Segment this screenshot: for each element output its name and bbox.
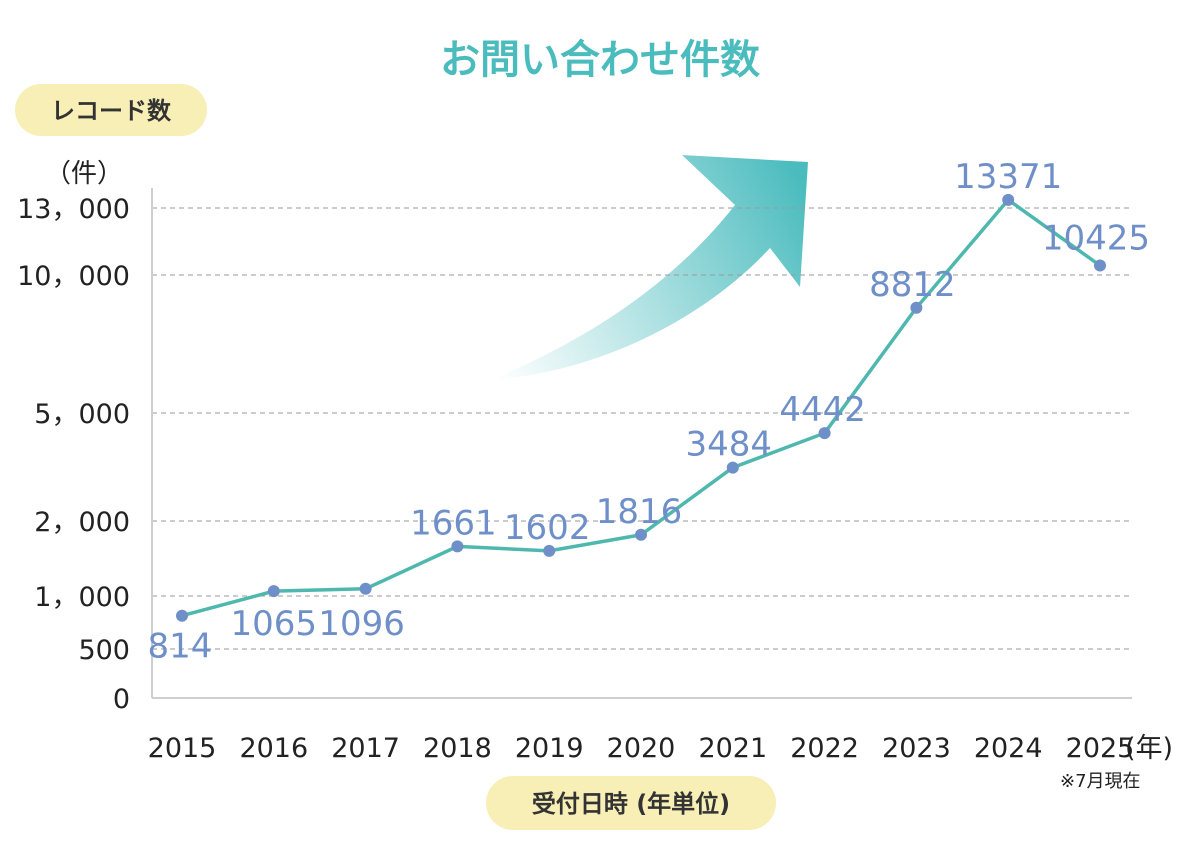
- data-label-2016: 1065: [231, 604, 318, 644]
- x-tick-label: 2019: [515, 733, 584, 764]
- data-point-2015: [176, 609, 188, 622]
- data-label-2023: 8812: [869, 265, 956, 305]
- data-point-2022: [818, 427, 831, 440]
- y-tick-label: 500: [78, 635, 130, 666]
- data-label-2025: 10425: [1042, 219, 1150, 259]
- y-tick-label: 2，000: [34, 507, 130, 538]
- x-tick-label: 2022: [790, 733, 859, 764]
- data-label-2018: 1661: [410, 503, 497, 543]
- x-tick-label: 2023: [882, 733, 951, 764]
- x-axis-label: 受付日時 (年単位): [532, 790, 730, 818]
- x-axis-pill: [486, 776, 776, 830]
- x-tick-label: 2025: [1066, 733, 1135, 764]
- data-point-2021: [726, 461, 739, 474]
- data-label-2024: 13371: [954, 157, 1062, 197]
- x-tick-label: 2024: [974, 733, 1043, 764]
- data-point-2020: [635, 528, 647, 541]
- x-tick-label: 2017: [331, 733, 400, 764]
- x-tick-label: 2015: [148, 733, 217, 764]
- trend-arrow-icon: [490, 155, 808, 380]
- x-tick-label: 2021: [698, 733, 767, 764]
- y-tick-label: 10，000: [17, 261, 130, 292]
- series-line: [181, 197, 1102, 618]
- y-axis-pill: [15, 84, 207, 136]
- chart-title: お問い合わせ件数: [440, 37, 760, 83]
- data-label-2017: 1096: [318, 604, 405, 644]
- x-axis-unit: (年): [1125, 733, 1173, 764]
- data-point-2016: [267, 585, 280, 598]
- x-tick-label: 2016: [239, 733, 308, 764]
- footnote: ※7月現在: [1060, 771, 1141, 792]
- y-tick-label: 13，000: [17, 194, 130, 225]
- data-label-2022: 4442: [779, 390, 866, 430]
- x-tick-label: 2018: [423, 733, 492, 764]
- data-point-2023: [910, 301, 923, 314]
- y-axis-unit: （件）: [45, 159, 123, 189]
- data-label-2015: 814: [148, 627, 213, 667]
- y-tick-label: 5，000: [34, 399, 130, 430]
- data-label-2020: 1816: [596, 492, 683, 532]
- y-axis-label: レコード数: [51, 97, 172, 125]
- x-tick-label: 2020: [607, 733, 676, 764]
- y-tick-label: 1，000: [34, 582, 130, 613]
- data-label-2019: 1602: [504, 508, 591, 548]
- data-point-2019: [543, 544, 556, 557]
- y-tick-label: 0: [113, 684, 130, 715]
- data-point-2025: [1094, 259, 1106, 272]
- data-point-2018: [451, 540, 464, 553]
- data-point-2024: [1002, 193, 1015, 206]
- data-label-2021: 3484: [686, 425, 773, 465]
- data-point-2017: [359, 582, 372, 595]
